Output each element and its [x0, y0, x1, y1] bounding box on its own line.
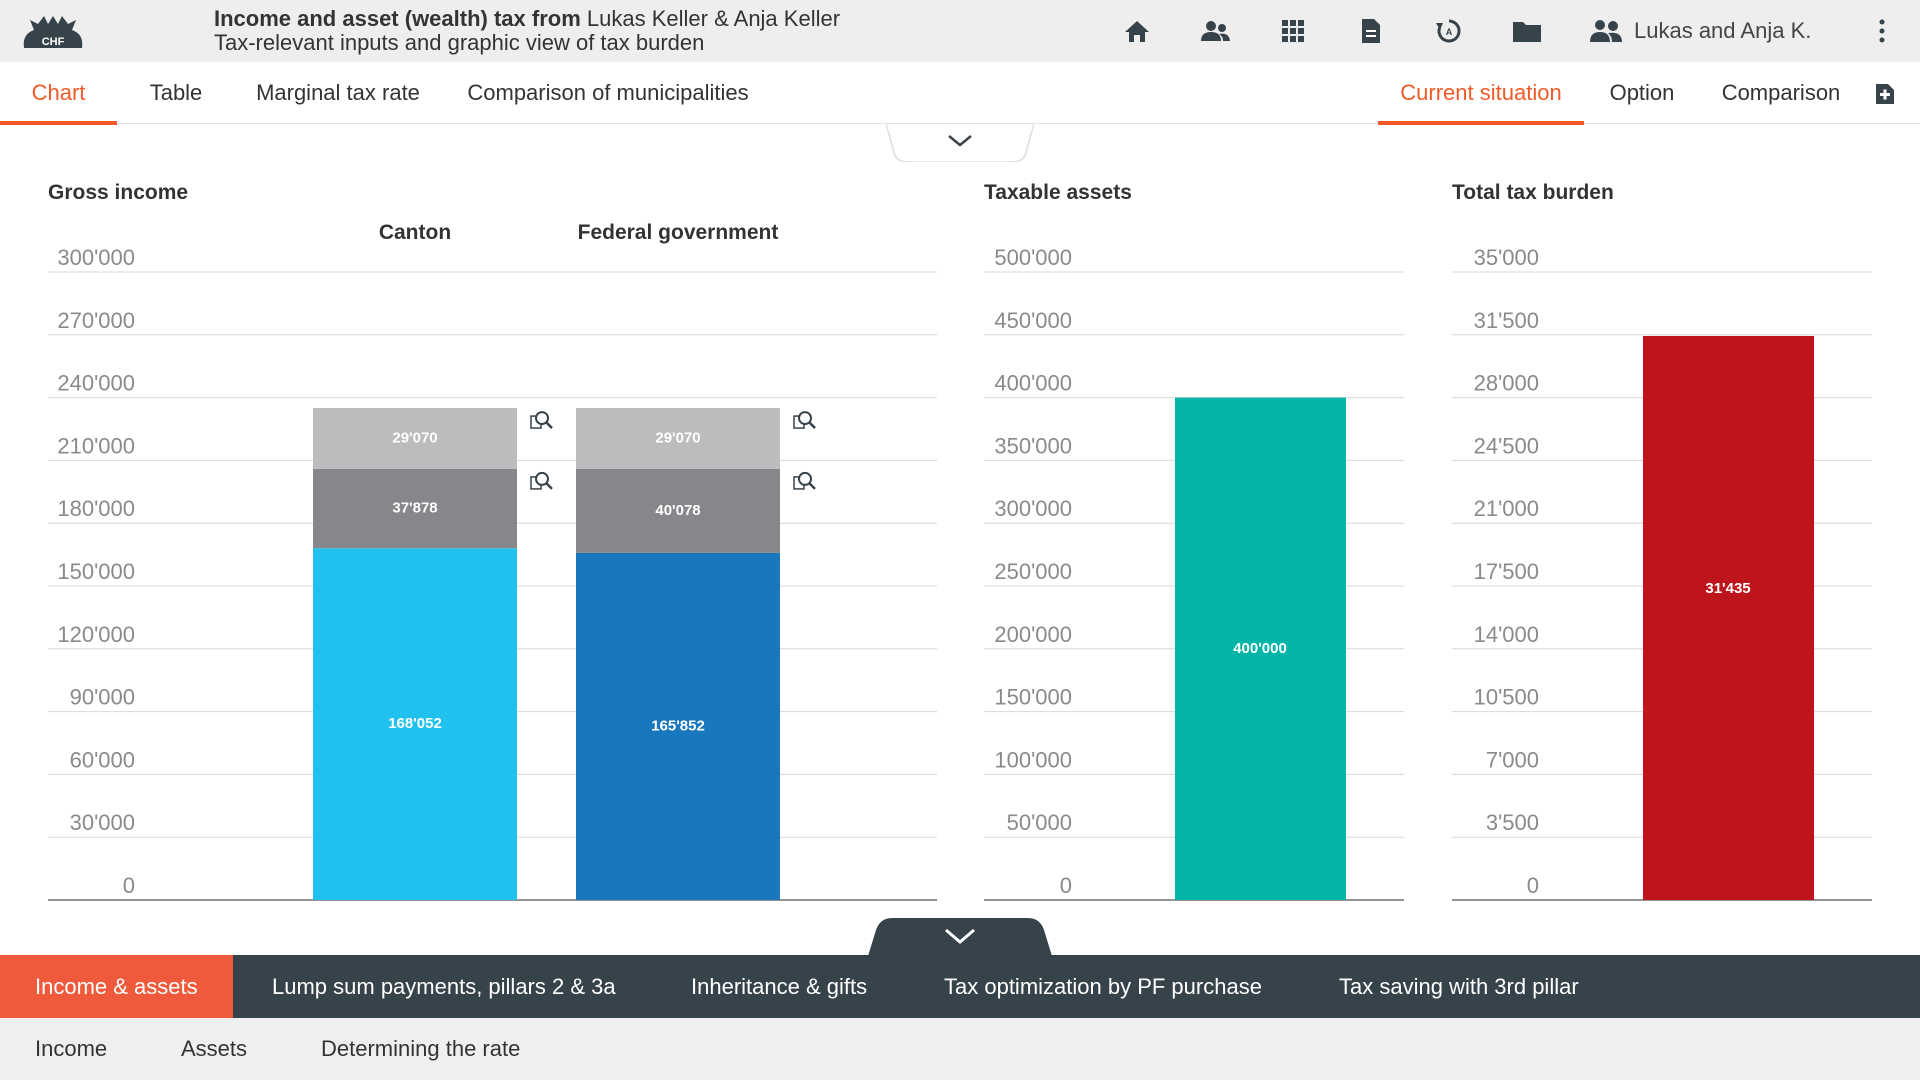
bar-segment: [576, 468, 780, 553]
y-tick-label: 3'500: [1486, 810, 1539, 835]
y-tick-label: 17'500: [1474, 559, 1539, 584]
bar-segment: [576, 408, 780, 469]
subnav-assets[interactable]: Assets: [181, 1036, 248, 1061]
people-icon[interactable]: [1198, 14, 1232, 48]
bar-segment: [313, 548, 517, 900]
y-tick-label: 35'000: [1474, 245, 1539, 270]
zoom-details-icon[interactable]: [530, 471, 553, 490]
chf-logo[interactable]: CHF: [18, 8, 88, 54]
bar-value-label: 168'052: [388, 715, 442, 732]
category-label-federal: Federal government: [577, 221, 779, 244]
sub-nav: Income Assets Determining the rate: [0, 1018, 1920, 1080]
bar-value-label: 29'070: [392, 429, 437, 446]
tab-bar: Chart Table Marginal tax rate Comparison…: [0, 62, 1920, 125]
tab-option[interactable]: Option: [1609, 80, 1675, 105]
y-tick-label: 400'000: [994, 371, 1072, 396]
y-tick-label: 60'000: [70, 747, 135, 772]
y-tick-label: 200'000: [994, 622, 1072, 647]
zoom-details-icon[interactable]: [530, 411, 553, 429]
tab-chart[interactable]: Chart: [0, 62, 117, 125]
y-tick-label: 21'000: [1474, 496, 1539, 521]
apps-grid-icon[interactable]: [1276, 14, 1310, 48]
tab-comparison[interactable]: Comparison: [1721, 80, 1841, 105]
chevron-down-icon: [945, 928, 975, 944]
y-tick-label: 210'000: [57, 433, 135, 458]
zoom-details-icon[interactable]: [793, 411, 816, 429]
y-tick-label: 50'000: [1007, 810, 1072, 835]
title-bold: Income and asset (wealth) tax from: [214, 6, 581, 31]
y-tick-label: 0: [123, 873, 135, 898]
y-tick-label: 14'000: [1474, 622, 1539, 647]
bar-taxable-assets: [1175, 397, 1346, 900]
tab-comparison-of-municipalities[interactable]: Comparison of municipalities: [467, 80, 749, 105]
nav-inheritance-gifts[interactable]: Inheritance & gifts: [691, 974, 868, 999]
bar-value-label: 37'878: [392, 500, 437, 517]
app-header: CHF Income and asset (wealth) tax from L…: [0, 0, 1920, 62]
user-menu[interactable]: Lukas and Anja K.: [1588, 14, 1811, 48]
tab-table[interactable]: Table: [149, 80, 203, 105]
page-title: Income and asset (wealth) tax from Lukas…: [214, 7, 840, 55]
folder-icon[interactable]: [1510, 14, 1544, 48]
y-tick-label: 300'000: [57, 245, 135, 270]
nav-lump-sum-payments[interactable]: Lump sum payments, pillars 2 & 3a: [272, 974, 616, 999]
users-icon: [1590, 20, 1622, 42]
y-tick-label: 90'000: [70, 685, 135, 710]
y-tick-label: 0: [1060, 873, 1072, 898]
category-label-canton: Canton: [378, 221, 452, 244]
bar-total-tax-burden: [1643, 335, 1814, 900]
bar-value-label: 165'852: [651, 717, 705, 734]
bar-segment: [313, 408, 517, 469]
nav-income-assets[interactable]: Income & assets: [0, 955, 233, 1018]
page-subtitle: Tax-relevant inputs and graphic view of …: [214, 30, 705, 55]
title-names: Lukas Keller & Anja Keller: [586, 6, 841, 31]
y-tick-label: 250'000: [994, 559, 1072, 584]
collapse-header-button[interactable]: [885, 123, 1035, 163]
y-tick-label: 240'000: [57, 371, 135, 396]
tab-marginal-tax-rate[interactable]: Marginal tax rate: [256, 80, 420, 105]
y-tick-label: 500'000: [994, 245, 1072, 270]
zoom-details-icon[interactable]: [793, 471, 816, 490]
y-tick-label: 150'000: [994, 685, 1072, 710]
user-label: Lukas and Anja K.: [1634, 18, 1812, 43]
y-tick-label: 300'000: [994, 496, 1072, 521]
y-tick-label: 150'000: [57, 559, 135, 584]
y-tick-label: 450'000: [994, 308, 1072, 333]
svg-text:CHF: CHF: [42, 36, 65, 48]
y-tick-label: 7'000: [1486, 747, 1539, 772]
nav-tax-optimization[interactable]: Tax optimization by PF purchase: [944, 974, 1262, 999]
chart-title-total-tax-burden: Total tax burden: [1452, 181, 1614, 204]
y-tick-label: 120'000: [57, 622, 135, 647]
y-tick-label: 28'000: [1474, 371, 1539, 396]
tab-current-situation[interactable]: Current situation: [1378, 62, 1584, 125]
y-tick-label: 31'500: [1474, 308, 1539, 333]
y-tick-label: 350'000: [994, 433, 1072, 458]
bar-value-label: 400'000: [1233, 640, 1287, 657]
bar-value-label: 40'078: [655, 502, 700, 519]
bar-segment: [576, 552, 780, 900]
y-tick-label: 270'000: [57, 308, 135, 333]
chart-title-taxable-assets: Taxable assets: [984, 181, 1132, 204]
more-menu-icon[interactable]: [1870, 14, 1894, 48]
y-tick-label: 24'500: [1474, 433, 1539, 458]
document-icon[interactable]: [1354, 14, 1388, 48]
add-tab-icon[interactable]: [1874, 82, 1896, 106]
y-tick-label: 0: [1527, 873, 1539, 898]
main-nav: Income & assets Lump sum payments, pilla…: [0, 955, 1920, 1018]
refresh-icon[interactable]: A: [1432, 14, 1466, 48]
y-tick-label: 30'000: [70, 810, 135, 835]
home-icon[interactable]: [1120, 14, 1154, 48]
chart-title-gross-income: Gross income: [48, 181, 189, 204]
bar-value-label: 31'435: [1705, 580, 1750, 597]
collapse-footer-button[interactable]: [868, 918, 1052, 956]
subnav-determining-rate[interactable]: Determining the rate: [321, 1036, 521, 1061]
nav-tax-saving-3rd-pillar[interactable]: Tax saving with 3rd pillar: [1339, 974, 1579, 999]
bar-segment: [313, 468, 517, 549]
bar-value-label: 29'070: [655, 429, 700, 446]
subnav-income[interactable]: Income: [35, 1036, 108, 1061]
y-tick-label: 100'000: [994, 747, 1072, 772]
svg-text:A: A: [1446, 27, 1453, 37]
y-tick-label: 10'500: [1474, 685, 1539, 710]
y-tick-label: 180'000: [57, 496, 135, 521]
chevron-down-icon: [948, 135, 972, 147]
